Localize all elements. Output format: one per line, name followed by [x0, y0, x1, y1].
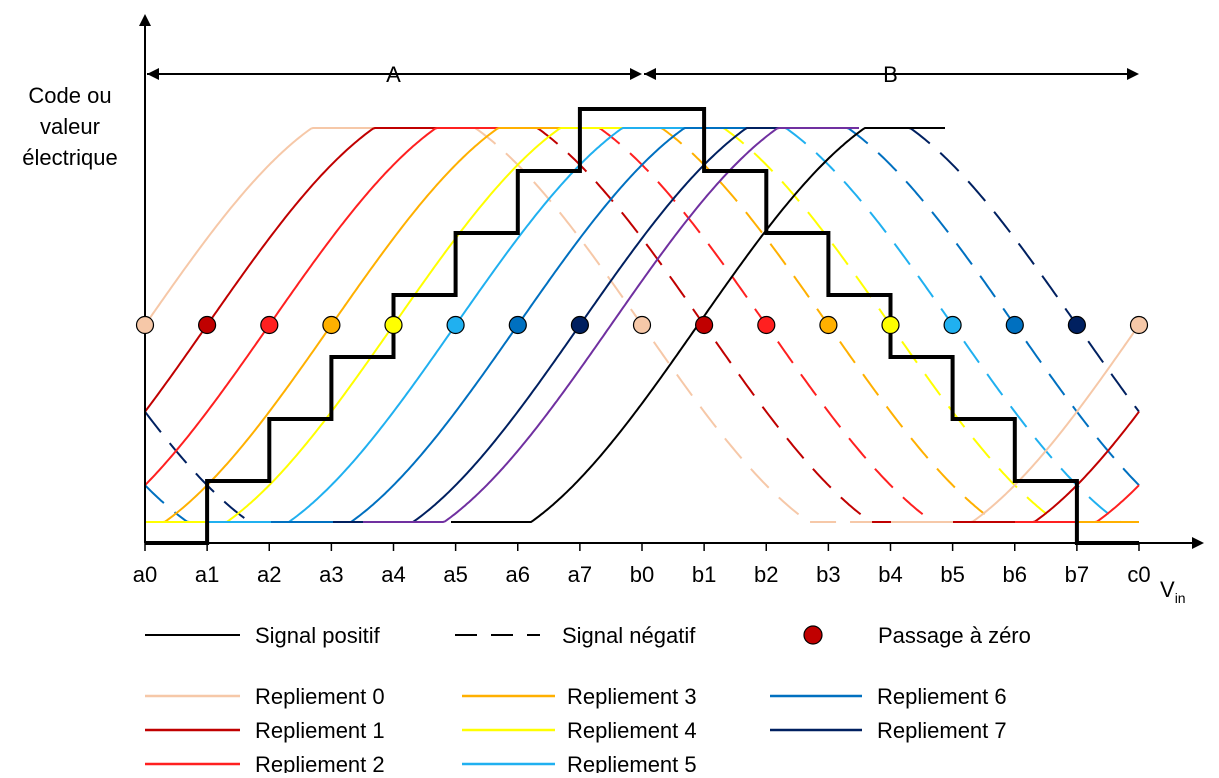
zero-crossing-b0: [632, 315, 652, 335]
x-axis-label-main: V: [1160, 577, 1175, 602]
legend-label-solid: Signal positif: [255, 623, 381, 648]
tick-label-a3: a3: [319, 562, 343, 587]
fold-7-negative-curve: [144, 411, 331, 523]
staircase-layer: [145, 107, 1139, 545]
zero-crossing-c0: [1129, 315, 1149, 335]
zero-crossing-a5: [446, 315, 465, 335]
zero-crossing-b6: [1005, 315, 1024, 335]
x-axis-label-sub: in: [1175, 590, 1186, 606]
zero-crossing-a0: [135, 315, 155, 335]
zero-crossing-a1: [198, 315, 217, 335]
tick-label-b0: b0: [630, 562, 654, 587]
tick-label-layer: a0 a1 a2 a3 a4 a5 a6 a7 b0 b1 b2 b3 b4 b5 b6 b7 c0: [133, 543, 1151, 587]
zero-crossing-a6: [508, 315, 527, 335]
tick-label-a6: a6: [506, 562, 530, 587]
zero-crossing-a4: [384, 315, 403, 335]
tick-label-a4: a4: [381, 562, 405, 587]
legend-label-fold-3: Repliement 3: [567, 684, 697, 709]
zero-crossing-a7: [570, 315, 590, 335]
legend-label-fold-1: Repliement 1: [255, 718, 385, 743]
legend-label-fold-6: Repliement 6: [877, 684, 1007, 709]
tick-label-b6: b6: [1003, 562, 1027, 587]
legend: Signal positif Signal négatif Passage à zé…: [145, 623, 1031, 777]
fold-5-negative-curve: [705, 127, 1139, 523]
legend-label-fold-7: Repliement 7: [877, 718, 1007, 743]
y-axis-label-line-3: électrique: [22, 145, 118, 170]
range-arrow-start-B: [644, 68, 656, 80]
tick-label-b5: b5: [940, 562, 964, 587]
tick-label-b7: b7: [1065, 562, 1089, 587]
tick-label-a7: a7: [568, 562, 592, 587]
legend-label-fold-4: Repliement 4: [567, 718, 697, 743]
zero-crossing-a3: [322, 315, 341, 335]
zero-crossing-b4: [881, 315, 900, 335]
zero-crossing-b1: [694, 315, 714, 335]
tick-label-b1: b1: [692, 562, 716, 587]
range-label-B: B: [883, 62, 898, 87]
fold-0-positive-curve: [891, 324, 1140, 523]
tick-label-b3: b3: [816, 562, 840, 587]
zero-crossing-b2: [757, 315, 776, 335]
fold-1-positive-curve: [144, 127, 455, 413]
zero-crossing-a2: [260, 315, 279, 335]
range-arrow-start-A: [147, 68, 159, 80]
legend-label-fold-0: Repliement 0: [255, 684, 385, 709]
legend-label-dashed: Signal négatif: [562, 623, 696, 648]
axes: [139, 14, 1204, 549]
y-axis-label-line-1: Code ou: [28, 83, 112, 108]
fold-6-negative-curve: [767, 127, 1140, 486]
legend-label-dot: Passage à zéro: [878, 623, 1031, 648]
zero-crossing-layer: [135, 315, 1149, 335]
legend-label-fold-2: Repliement 2: [255, 752, 385, 773]
extra-purple-curve: [363, 127, 859, 523]
tick-label-b2: b2: [754, 562, 778, 587]
y-axis-label-line-2: valeur: [40, 114, 100, 139]
tick-label-a2: a2: [257, 562, 281, 587]
fold-1-positive-curve: [953, 411, 1140, 523]
zero-crossing-b5: [943, 315, 962, 335]
zero-crossing-b3: [819, 315, 838, 335]
zero-crossing-b7: [1067, 315, 1087, 335]
tick-label-a1: a1: [195, 562, 219, 587]
legend-sample-zero-crossing: [803, 625, 823, 645]
range-label-A: A: [386, 62, 401, 87]
legend-label-fold-5: Repliement 5: [567, 752, 697, 773]
fold-0-positive-curve: [144, 127, 393, 326]
tick-label-a0: a0: [133, 562, 157, 587]
fold-7-negative-curve: [829, 127, 1140, 413]
tick-label-b4: b4: [878, 562, 902, 587]
x-axis-label: Vin: [1160, 577, 1186, 606]
staircase-code: [145, 107, 1139, 545]
tick-label-c0: c0: [1127, 562, 1150, 587]
fold-2-positive-curve: [144, 127, 517, 486]
tick-label-a5: a5: [443, 562, 467, 587]
fold-3-positive-curve: [145, 127, 579, 523]
